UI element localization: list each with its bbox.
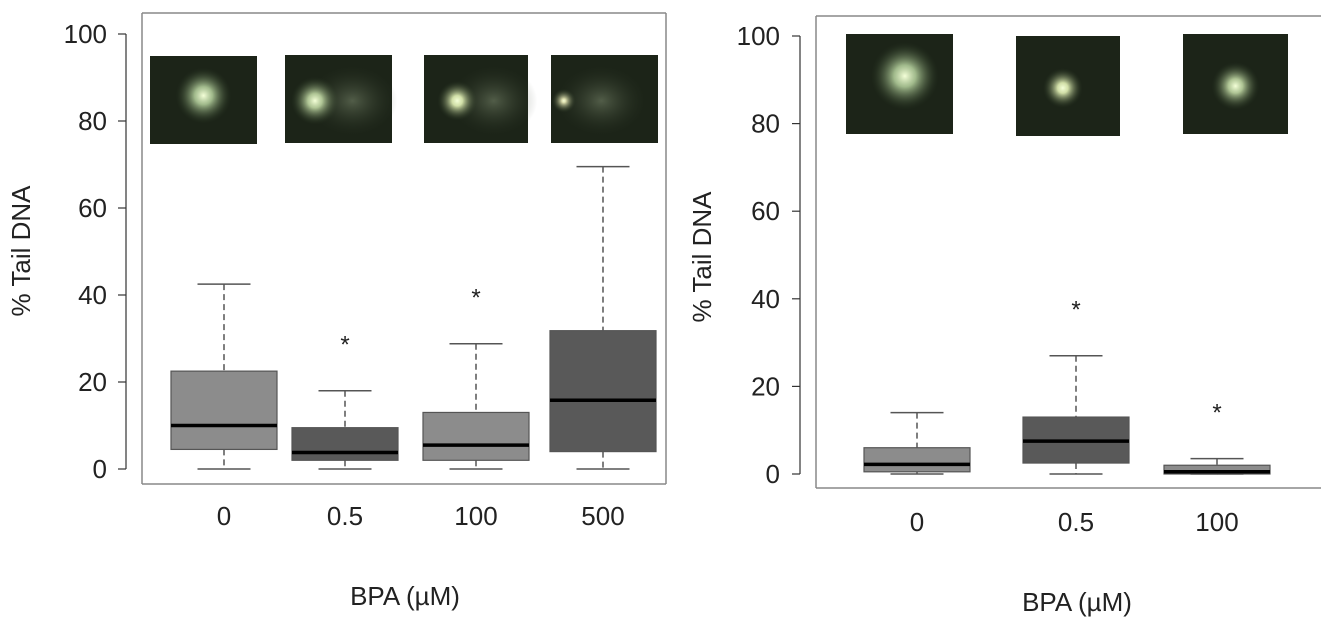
- comet-head: [870, 42, 939, 110]
- boxplot-panel-1: 0 20 40 60 80 100 % Tail DNA 0 0.5 100 500 BPA (µM)…: [6, 12, 667, 611]
- comet-head: [290, 76, 339, 125]
- comet-micrograph-image: [424, 55, 538, 143]
- comet-head: [551, 88, 576, 113]
- boxplot-panel-2: 0 20 40 60 80 100 % Tail DNA 0 0.5 100 BPA (µM) * *: [687, 15, 1321, 617]
- y-tick-label: 20: [78, 367, 107, 397]
- iqr-box: [291, 427, 399, 461]
- x-axis-title: BPA (µM): [350, 581, 460, 611]
- y-axis-title: % Tail DNA: [6, 185, 36, 317]
- x-tick-label: 0: [217, 501, 231, 531]
- y-tick-label: 100: [64, 19, 107, 49]
- comet-micrograph-image: [150, 56, 257, 144]
- comet-tail: [450, 65, 538, 136]
- iqr-box: [549, 330, 657, 453]
- comet-head: [437, 80, 478, 121]
- comet-head: [1042, 68, 1083, 108]
- comet-tail: [556, 65, 647, 136]
- box-100: *: [1163, 400, 1271, 475]
- y-tick-label: 0: [766, 459, 780, 489]
- comet-micrograph-image: [551, 55, 658, 143]
- y-tick-label: 0: [93, 454, 107, 484]
- iqr-box: [1163, 464, 1271, 475]
- iqr-box: [422, 411, 530, 461]
- x-tick-label: 100: [454, 501, 497, 531]
- iqr-box: [863, 447, 971, 473]
- y-axis-title: % Tail DNA: [687, 191, 717, 323]
- box-500: [549, 165, 657, 470]
- x-tick-label: 0: [910, 507, 924, 537]
- y-tick-label: 80: [751, 109, 780, 139]
- y-tick-label: 20: [751, 371, 780, 401]
- y-tick-label: 60: [751, 196, 780, 226]
- box-0.5: *: [1022, 297, 1130, 475]
- comet-head: [1211, 62, 1260, 110]
- y-tick-label: 60: [78, 193, 107, 223]
- comet-micrograph-image: [1016, 36, 1120, 136]
- box-100: *: [422, 285, 530, 470]
- iqr-box: [170, 370, 278, 451]
- box-0.5: *: [291, 332, 399, 470]
- comet-micrograph-image: [285, 55, 398, 143]
- box-0: [170, 283, 278, 470]
- x-axis-title: BPA (µM): [1022, 587, 1132, 617]
- x-tick-label: 0.5: [1058, 507, 1094, 537]
- x-tick-label: 0.5: [327, 501, 363, 531]
- significance-star: *: [1071, 297, 1080, 324]
- significance-star: *: [471, 285, 480, 312]
- significance-star: *: [340, 332, 349, 359]
- y-tick-label: 100: [737, 21, 780, 51]
- comet-micrograph-image: [846, 34, 953, 134]
- box-0: [863, 411, 971, 475]
- y-tick-label: 80: [78, 106, 107, 136]
- significance-star: *: [1212, 400, 1221, 427]
- x-tick-label: 500: [581, 501, 624, 531]
- comet-micrograph-image: [1183, 34, 1288, 134]
- y-tick-label: 40: [751, 284, 780, 314]
- x-tick-label: 100: [1195, 507, 1238, 537]
- y-tick-label: 40: [78, 280, 107, 310]
- comet-head: [175, 67, 232, 124]
